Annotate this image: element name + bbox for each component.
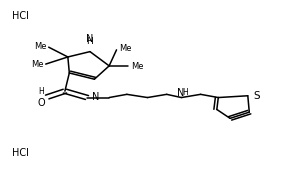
Text: Me: Me [31,61,43,69]
Text: H: H [87,37,93,46]
Text: N: N [86,35,94,44]
Text: N: N [92,92,100,102]
Text: N: N [177,88,184,98]
Text: O: O [38,98,45,108]
Text: HCl: HCl [12,11,29,21]
Text: Me: Me [34,42,46,51]
Text: Me: Me [131,62,143,71]
Text: H: H [182,88,188,97]
Text: S: S [254,91,260,101]
Text: Me: Me [119,44,131,53]
Text: H: H [38,87,44,96]
Text: HCl: HCl [12,148,29,158]
